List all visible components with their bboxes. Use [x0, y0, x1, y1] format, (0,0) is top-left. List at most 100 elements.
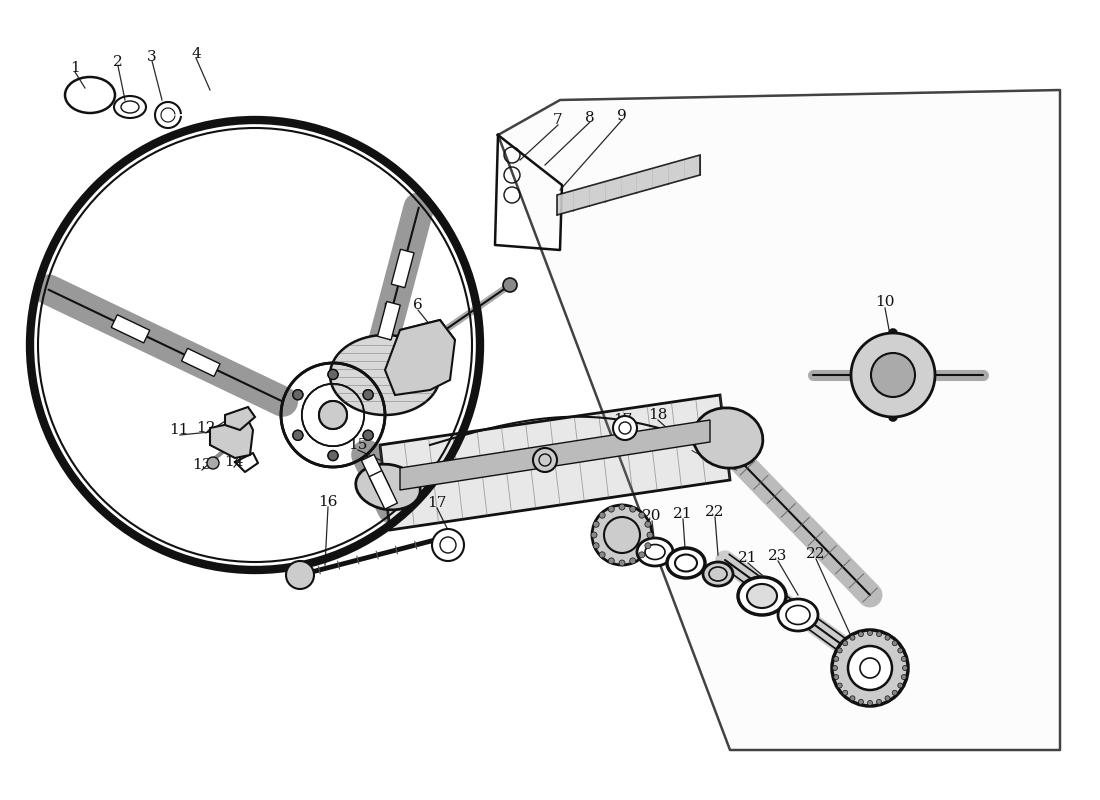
Text: 17: 17 [614, 413, 632, 427]
Circle shape [328, 370, 338, 379]
Circle shape [432, 529, 464, 561]
Circle shape [593, 522, 600, 527]
Ellipse shape [703, 562, 733, 586]
Circle shape [645, 542, 651, 549]
Text: 14: 14 [224, 455, 244, 469]
Circle shape [608, 506, 614, 512]
Circle shape [848, 646, 892, 690]
Ellipse shape [778, 599, 818, 631]
Polygon shape [330, 335, 440, 415]
Circle shape [898, 683, 903, 688]
Text: 4: 4 [191, 47, 201, 61]
Circle shape [647, 532, 653, 538]
Circle shape [851, 333, 935, 417]
Circle shape [619, 504, 625, 510]
Circle shape [892, 690, 898, 695]
Text: 7: 7 [553, 113, 563, 127]
Text: 5: 5 [383, 303, 393, 317]
Polygon shape [498, 90, 1060, 750]
Text: 2: 2 [113, 55, 123, 69]
Circle shape [207, 457, 219, 469]
Text: 21: 21 [673, 507, 693, 521]
Circle shape [629, 506, 636, 512]
Circle shape [877, 699, 881, 704]
Circle shape [363, 390, 373, 400]
Circle shape [832, 630, 908, 706]
Circle shape [608, 558, 614, 564]
Circle shape [843, 641, 848, 646]
Circle shape [833, 666, 837, 670]
Circle shape [858, 699, 864, 704]
Circle shape [534, 448, 557, 472]
Circle shape [843, 690, 848, 695]
Circle shape [328, 450, 338, 461]
Circle shape [645, 522, 651, 527]
Ellipse shape [693, 408, 763, 468]
Circle shape [837, 683, 843, 688]
Circle shape [293, 390, 303, 400]
Circle shape [639, 512, 645, 518]
Circle shape [600, 552, 605, 558]
Text: 19: 19 [610, 509, 629, 523]
Text: 11: 11 [169, 423, 189, 437]
Polygon shape [379, 395, 730, 530]
Circle shape [293, 430, 303, 440]
Ellipse shape [637, 538, 673, 566]
Circle shape [886, 635, 890, 640]
Text: 13: 13 [192, 458, 211, 472]
Circle shape [591, 532, 597, 538]
Circle shape [363, 390, 373, 400]
Circle shape [328, 370, 338, 379]
Circle shape [363, 430, 373, 440]
Circle shape [868, 630, 872, 635]
Polygon shape [370, 470, 397, 509]
Circle shape [871, 353, 915, 397]
Text: 1: 1 [70, 61, 80, 75]
Polygon shape [400, 420, 710, 490]
Text: 22: 22 [806, 547, 826, 561]
Circle shape [319, 401, 346, 429]
Text: 17: 17 [427, 496, 447, 510]
Circle shape [834, 657, 838, 662]
Polygon shape [210, 420, 253, 458]
Circle shape [629, 558, 636, 564]
Text: 3: 3 [147, 50, 157, 64]
Text: 20: 20 [642, 509, 662, 523]
Text: 10: 10 [876, 295, 894, 309]
Circle shape [613, 416, 637, 440]
Text: 22: 22 [705, 505, 725, 519]
Text: 16: 16 [318, 495, 338, 509]
Polygon shape [362, 454, 389, 493]
Polygon shape [226, 407, 255, 430]
Circle shape [901, 657, 906, 662]
Circle shape [286, 561, 313, 589]
Ellipse shape [738, 577, 786, 615]
Circle shape [834, 674, 838, 679]
Text: 8: 8 [585, 111, 595, 125]
Circle shape [593, 542, 600, 549]
Circle shape [639, 552, 645, 558]
Ellipse shape [667, 548, 705, 578]
Text: 21: 21 [738, 551, 758, 565]
Circle shape [902, 666, 908, 670]
Circle shape [319, 401, 346, 429]
Ellipse shape [747, 584, 777, 608]
Circle shape [600, 512, 605, 518]
Text: 12: 12 [196, 421, 216, 435]
Circle shape [850, 635, 855, 640]
Polygon shape [385, 320, 455, 395]
Circle shape [898, 648, 903, 653]
Text: 9: 9 [617, 109, 627, 123]
Circle shape [328, 450, 338, 461]
Text: 23: 23 [768, 549, 788, 563]
Ellipse shape [355, 464, 420, 510]
Circle shape [619, 560, 625, 566]
Circle shape [868, 701, 872, 706]
Circle shape [837, 648, 843, 653]
Polygon shape [182, 348, 220, 377]
Circle shape [363, 430, 373, 440]
Circle shape [592, 505, 652, 565]
Text: 15: 15 [349, 438, 367, 452]
Text: 18: 18 [648, 408, 668, 422]
Circle shape [892, 641, 898, 646]
